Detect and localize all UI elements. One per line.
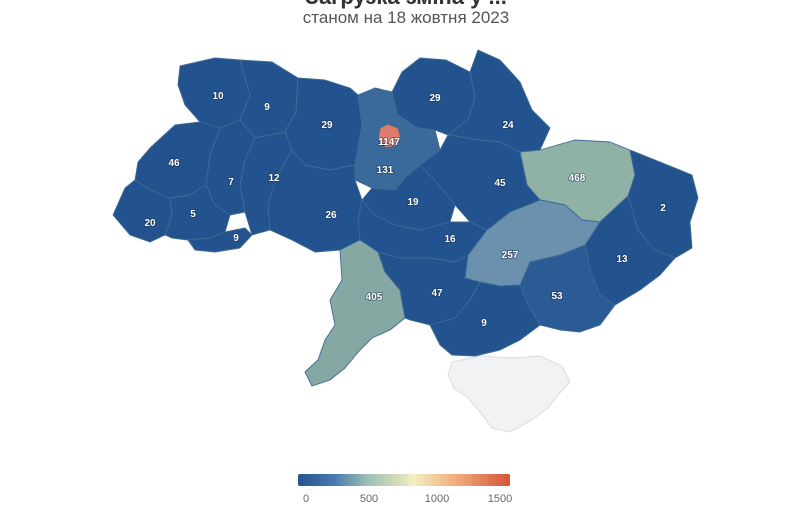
region-label-khmelnytskyi: 12 bbox=[268, 173, 280, 184]
legend-tick: 1000 bbox=[424, 493, 450, 505]
region-label-vinnytsia: 26 bbox=[325, 210, 337, 221]
legend-tick: 500 bbox=[359, 493, 379, 505]
region-label-volyn: 10 bbox=[212, 91, 224, 102]
map-title: Загрузка зміна у ... bbox=[0, 0, 812, 10]
region-label-kherson: 9 bbox=[481, 318, 487, 329]
region-label-odesa: 405 bbox=[366, 292, 383, 303]
region-label-zaporizhzhia: 53 bbox=[551, 291, 563, 302]
region-label-zakarpattia: 20 bbox=[144, 218, 156, 229]
region-label-ternopil: 7 bbox=[228, 177, 234, 188]
region-label-zhytomyr: 29 bbox=[321, 120, 333, 131]
region-kyiv-city[interactable] bbox=[377, 123, 402, 149]
region-label-luhansk: 2 bbox=[660, 203, 666, 214]
region-label-kyiv-oblast: 131 bbox=[377, 165, 394, 176]
region-label-kyiv-city: 1147 bbox=[378, 137, 400, 148]
region-label-mykolaiv: 47 bbox=[431, 288, 443, 299]
region-label-ivano-frankivsk: 5 bbox=[190, 209, 196, 220]
region-label-chernivtsi: 9 bbox=[233, 233, 239, 244]
region-luhansk[interactable] bbox=[627, 149, 699, 259]
region-chernivtsi[interactable] bbox=[187, 227, 253, 253]
region-label-cherkasy: 19 bbox=[407, 197, 419, 208]
region-kherson[interactable] bbox=[429, 281, 541, 357]
legend-tick: 1500 bbox=[487, 493, 513, 505]
region-label-kharkiv: 468 bbox=[569, 173, 586, 184]
region-crimea bbox=[447, 355, 571, 433]
region-label-lviv: 46 bbox=[168, 158, 180, 169]
region-label-donetsk: 13 bbox=[616, 254, 628, 265]
region-label-dnipro: 257 bbox=[502, 250, 519, 261]
legend-ticks: 0 500 1000 1500 bbox=[298, 493, 513, 507]
region-label-chernihiv: 29 bbox=[429, 93, 441, 104]
region-label-sumy: 24 bbox=[502, 120, 514, 131]
color-legend: 0 500 1000 1500 bbox=[298, 474, 512, 505]
region-label-rivne: 9 bbox=[264, 102, 270, 113]
region-label-poltava: 45 bbox=[494, 178, 506, 189]
legend-tick: 0 bbox=[302, 493, 310, 505]
legend-gradient-bar bbox=[298, 474, 510, 486]
map-subtitle: станом на 18 жовтня 2023 bbox=[302, 8, 510, 27]
region-label-kirovohrad: 16 bbox=[444, 234, 456, 245]
